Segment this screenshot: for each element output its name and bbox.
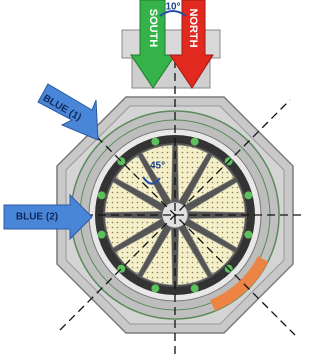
top-rotation-label: 10° (165, 2, 180, 13)
green-pad (191, 138, 199, 146)
green-pad (191, 284, 199, 292)
green-pad (244, 231, 252, 239)
green-pad (98, 191, 106, 199)
diagram: 45° SOUTH NORTH 10° BLUE (1) BLUE (2) (0, 0, 302, 356)
rotation-label: 45° (150, 161, 165, 172)
north-label: NORTH (187, 8, 199, 47)
south-label: SOUTH (147, 9, 159, 48)
green-pad (244, 191, 252, 199)
green-pad (98, 231, 106, 239)
green-pad (151, 284, 159, 292)
blue-2-label: BLUE (2) (16, 212, 58, 223)
green-pad (151, 138, 159, 146)
